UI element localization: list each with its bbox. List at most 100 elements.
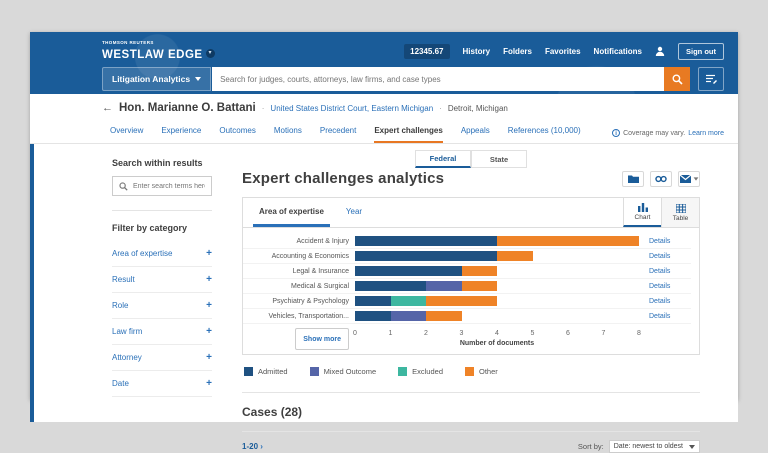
search-icon [119,181,128,191]
nav-folders[interactable]: Folders [503,46,532,56]
learn-more-link[interactable]: Learn more [688,129,724,137]
tab-year[interactable]: Year [345,207,363,216]
filter-label: Area of expertise [112,249,173,258]
bar-segment-admitted[interactable] [355,281,426,291]
tab-references[interactable]: References (10,000) [507,126,581,135]
divider [242,392,700,393]
details-link[interactable]: Details [649,282,671,290]
search-button[interactable] [664,67,690,91]
filter-law-firm[interactable]: Law firm + [112,319,212,345]
bar-segment-other[interactable] [426,311,462,321]
chart-row: Accounting & Economics Details [243,249,691,264]
bar-track [355,236,639,246]
details-link[interactable]: Details [649,252,671,260]
back-arrow-icon[interactable]: ← [102,102,113,114]
bar-track [355,296,639,306]
legend-swatch [465,367,474,376]
global-search-input[interactable] [212,67,664,91]
bar-segment-other[interactable] [461,266,497,276]
filter-area-of-expertise[interactable]: Area of expertise + [112,241,212,267]
tab-precedent[interactable]: Precedent [319,126,357,135]
show-more-button[interactable]: Show more [295,328,349,350]
filter-label: Law firm [112,327,143,336]
table-grid-icon [675,203,686,213]
tab-appeals[interactable]: Appeals [460,126,490,135]
expand-plus-icon: + [206,274,212,285]
filter-attorney[interactable]: Attorney + [112,345,212,371]
bar-segment-other[interactable] [426,296,497,306]
bar-track [355,281,639,291]
legend-item: Excluded [398,367,443,376]
legend-swatch [244,367,253,376]
folder-button[interactable] [622,170,644,187]
bar-segment-excluded[interactable] [390,296,426,306]
filter-label: Role [112,301,129,310]
x-axis-tick: 6 [566,330,570,337]
sort-dropdown[interactable]: Date: newest to oldest [608,440,700,453]
sort-by-label: Sort by: [577,442,604,451]
bar-segment-other[interactable] [497,236,639,246]
table-view-button[interactable]: Table [661,198,699,227]
category-label: Vehicles, Transportation... [268,312,349,320]
details-link[interactable]: Details [649,312,671,320]
location-text: Detroit, Michigan [447,103,508,113]
client-id[interactable]: 12345.67 [404,43,450,59]
search-within-input[interactable] [133,182,205,190]
bar-track [355,311,639,321]
chart-row: Accident & Injury Details [243,234,691,249]
tab-bar: Overview Experience Outcomes Motions Pre… [30,118,738,144]
court-link[interactable]: United States District Court, Eastern Mi… [270,103,434,113]
bar-segment-admitted[interactable] [355,296,391,306]
pagination-range: 1-20 [242,442,259,451]
bar-segment-other[interactable] [497,251,533,261]
tab-area-of-expertise[interactable]: Area of expertise [253,198,330,227]
top-header: THOMSON REUTERS WESTLAW EDGE ▾ 12345.67 H… [30,32,738,94]
sign-out-button[interactable]: Sign out [678,42,724,60]
bar-segment-admitted[interactable] [355,311,391,321]
x-axis-tick: 5 [530,330,535,337]
nav-notifications[interactable]: Notifications [593,46,642,56]
nav-favorites[interactable]: Favorites [544,46,581,56]
bar-segment-admitted[interactable] [355,266,462,276]
tab-outcomes[interactable]: Outcomes [219,126,256,135]
federal-tab[interactable]: Federal [415,150,471,168]
details-link[interactable]: Details [649,297,671,305]
filter-date[interactable]: Date + [112,371,212,397]
tab-overview[interactable]: Overview [110,126,144,135]
chart-view-button[interactable]: Chart [623,198,661,227]
chart-row: Psychiatry & Psychology Details [243,294,691,309]
filter-result[interactable]: Result + [112,267,212,293]
nav-history[interactable]: History [462,46,491,56]
search-within-box[interactable] [112,176,212,196]
legend-swatch [309,367,319,376]
search-options-button[interactable] [698,67,724,91]
x-axis: Number of documents 0 1 2 3 4 5 6 7 8 [353,328,641,350]
pagination[interactable]: 1-20 › [242,442,263,451]
legend-label: Excluded [412,367,443,376]
link-button[interactable] [650,170,672,187]
details-link[interactable]: Details [649,237,671,245]
email-button[interactable] [678,170,700,187]
cases-toolbar: 1-20 › Sort by: Date: newest to oldest [242,431,700,453]
bar-segment-mixed-outcome[interactable] [390,311,426,321]
brand-dropdown-icon[interactable]: ▾ [205,48,215,58]
state-tab[interactable]: State [471,150,527,168]
expand-plus-icon: + [206,352,212,363]
details-link[interactable]: Details [649,267,671,275]
chart-view-label: Chart [634,213,651,221]
chevron-down-icon [195,77,202,81]
tab-experience[interactable]: Experience [161,126,202,135]
brand-logo[interactable]: THOMSON REUTERS WESTLAW EDGE ▾ [102,40,215,63]
tab-expert-challenges[interactable]: Expert challenges [374,122,443,143]
product-dropdown[interactable]: Litigation Analytics [102,67,212,91]
user-icon[interactable] [655,46,665,56]
bar-segment-admitted[interactable] [355,251,497,261]
bar-segment-mixed-outcome[interactable] [426,281,462,291]
tab-motions[interactable]: Motions [273,126,302,135]
next-page-icon[interactable]: › [260,442,263,451]
search-options-icon [705,74,717,84]
left-rail [30,144,34,422]
filter-role[interactable]: Role + [112,293,212,319]
bar-segment-other[interactable] [461,281,497,291]
bar-segment-admitted[interactable] [355,236,497,246]
